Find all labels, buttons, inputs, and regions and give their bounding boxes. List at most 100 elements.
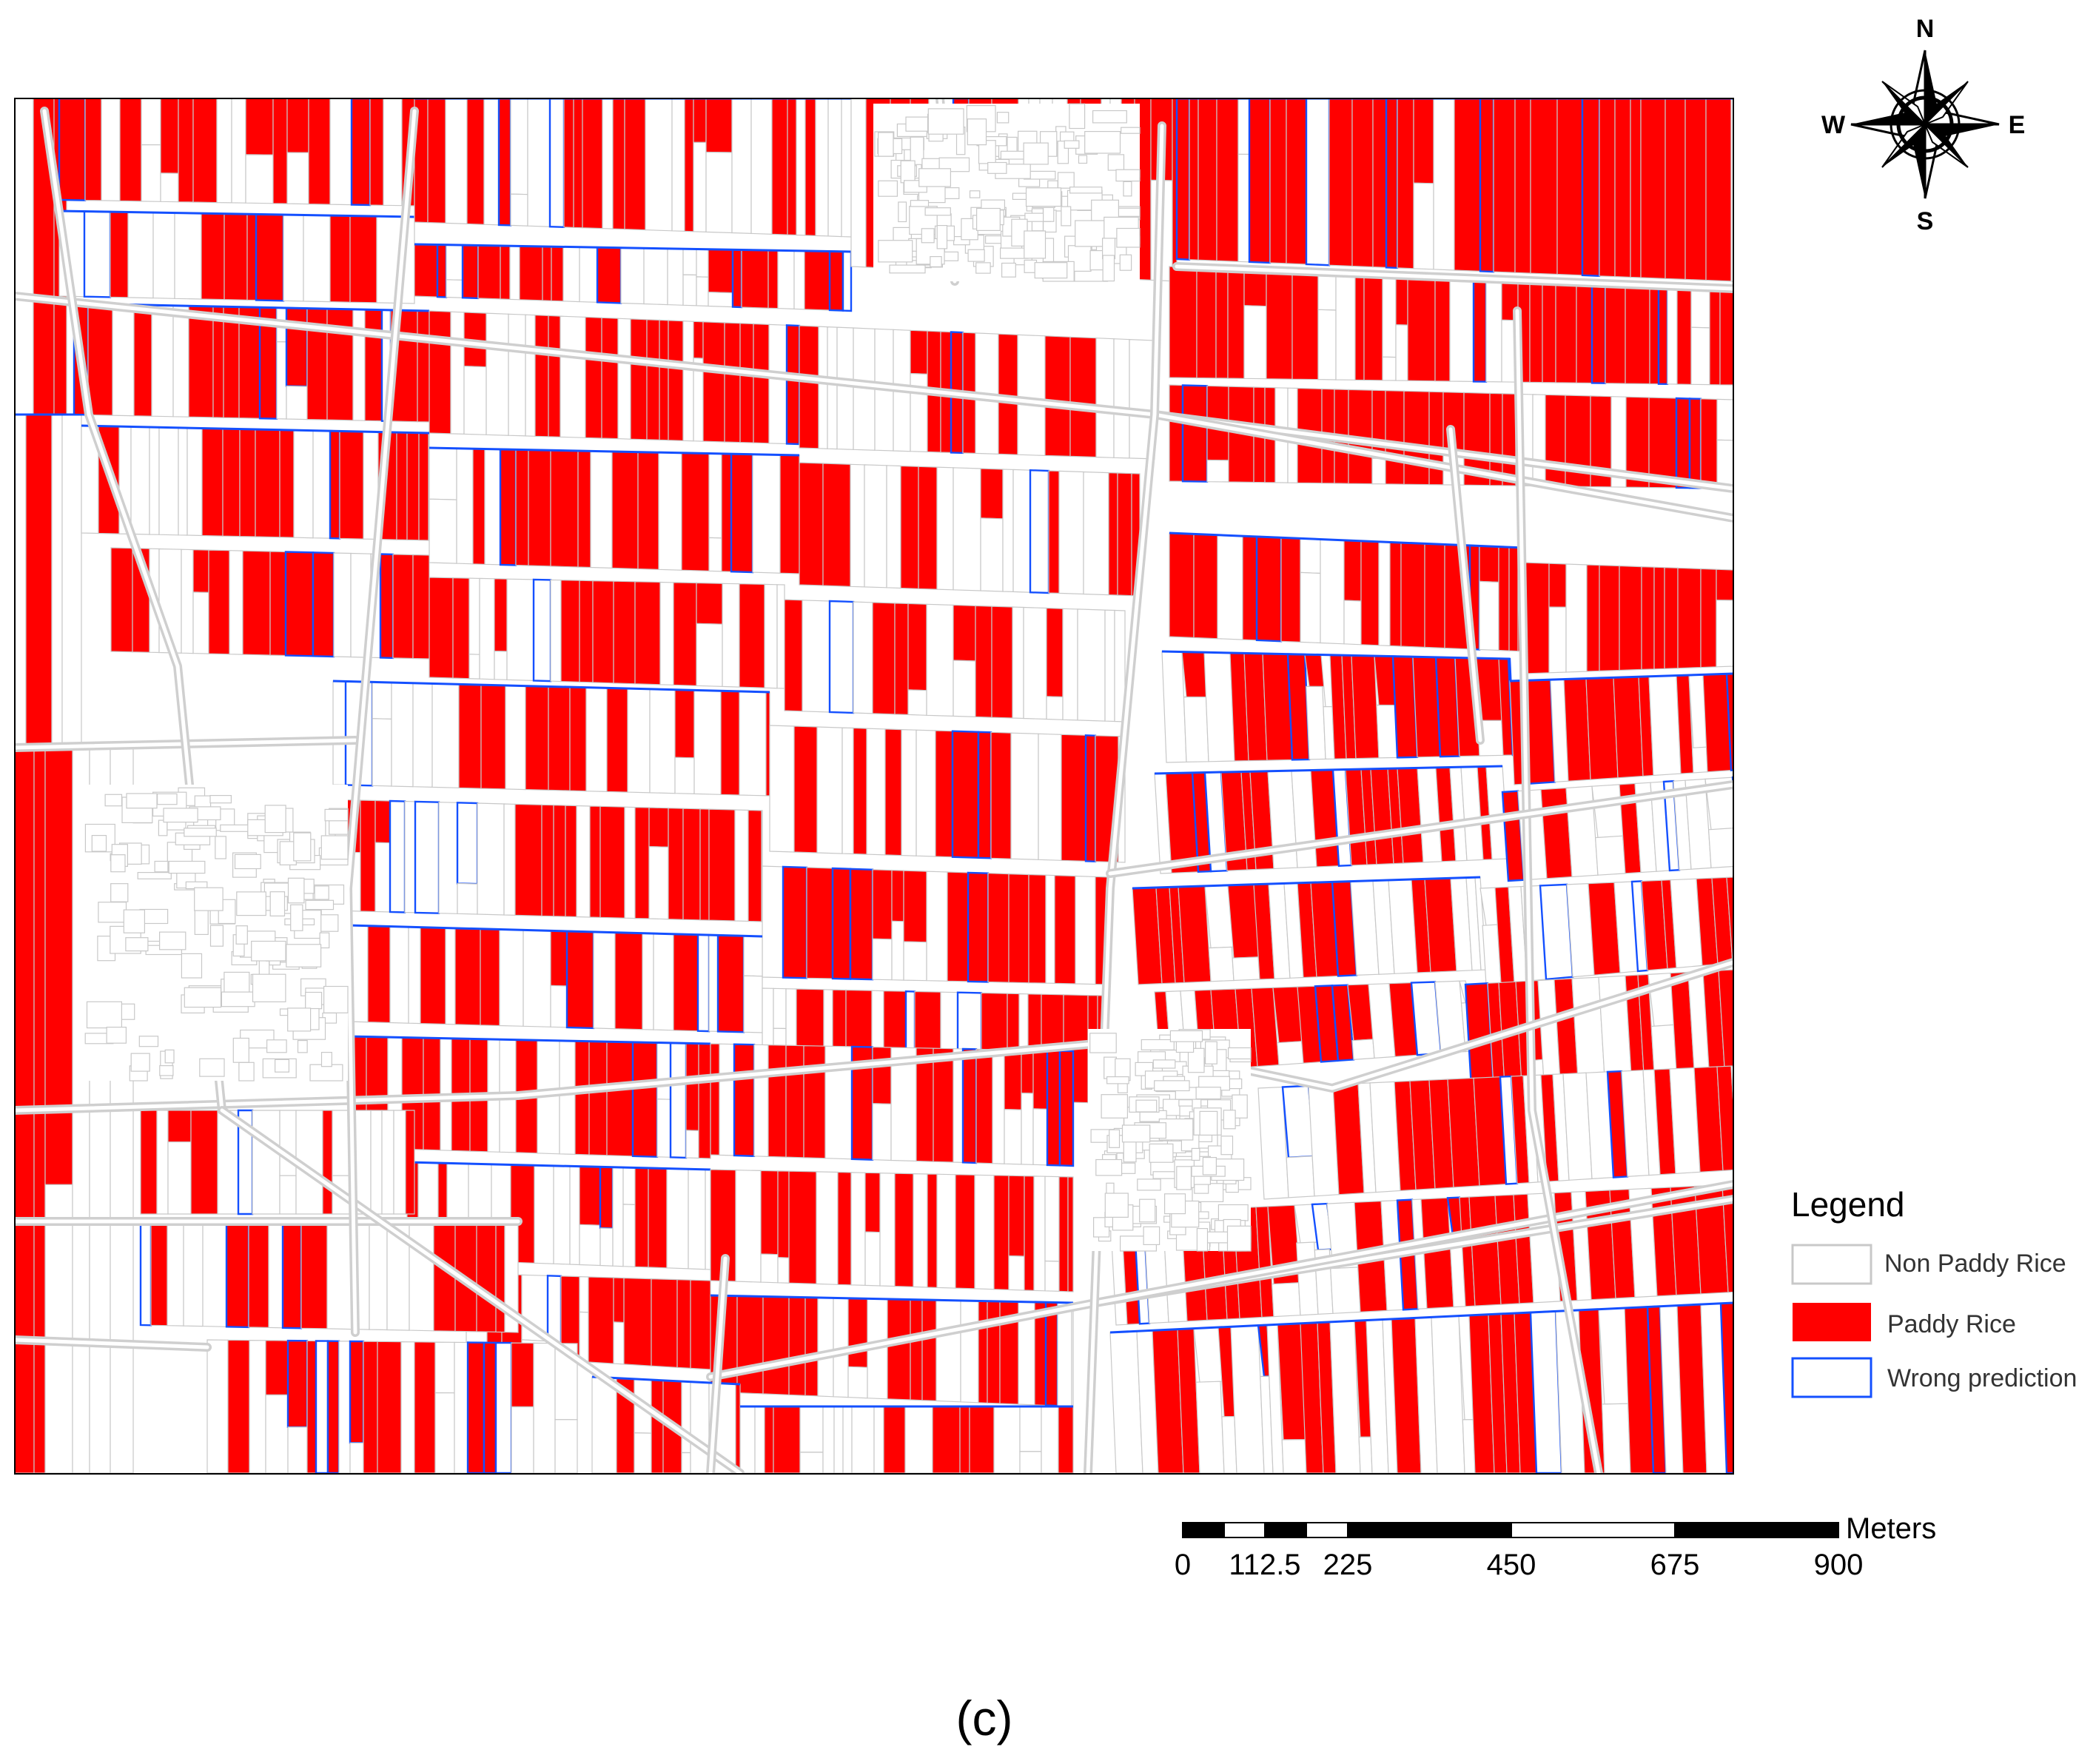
paddy-parcel [847, 1298, 868, 1368]
paddy-parcel [1472, 277, 1488, 383]
building-lot [1121, 127, 1141, 134]
non-paddy-parcel [499, 928, 524, 1027]
building-lot [878, 180, 898, 197]
building-lot [158, 819, 168, 836]
non-paddy-parcel [265, 1394, 289, 1474]
scale-bar-segment [1264, 1522, 1307, 1538]
paddy-parcel [1329, 98, 1353, 267]
building-lot [1141, 1039, 1175, 1050]
paddy-parcel [777, 1170, 790, 1258]
paddy-parcel [1524, 562, 1550, 674]
non-paddy-parcel [1044, 1260, 1060, 1292]
wrong-prediction-boundary [347, 924, 763, 938]
building-lot [323, 985, 349, 1013]
paddy-parcel [255, 213, 285, 302]
non-paddy-parcel [1300, 571, 1321, 644]
paddy-parcel [611, 451, 639, 570]
non-paddy-parcel [1232, 956, 1260, 982]
non-paddy-parcel [754, 1406, 765, 1474]
paddy-parcel [285, 306, 309, 388]
non-paddy-parcel [503, 803, 516, 916]
paddy-parcel [991, 606, 1013, 719]
non-paddy-parcel [127, 211, 154, 299]
paddy-parcel [1502, 393, 1516, 486]
building-lot [194, 795, 212, 808]
non-paddy-parcel [1012, 469, 1031, 593]
building-lot [184, 828, 217, 837]
building-lot [1162, 1099, 1180, 1116]
non-paddy-parcel [735, 1170, 762, 1283]
non-paddy-parcel [338, 1341, 351, 1474]
paddy-parcel [25, 414, 53, 748]
non-paddy-parcel [160, 172, 179, 203]
non-paddy-parcel [658, 452, 682, 571]
paddy-parcel [192, 98, 218, 204]
wrong-prediction-boundary [1509, 672, 1733, 683]
non-paddy-parcel [953, 1048, 964, 1164]
non-paddy-parcel [178, 427, 188, 536]
paddy-parcel [887, 1298, 911, 1401]
paddy-parcel [788, 1170, 817, 1285]
paddy-parcel [483, 1341, 497, 1474]
paddy-parcel [406, 432, 420, 541]
non-paddy-parcel [112, 303, 135, 417]
paddy-parcel [1004, 1049, 1022, 1110]
paddy-parcel [569, 686, 587, 792]
paddy-parcel [349, 215, 377, 303]
non-paddy-parcel [1306, 685, 1326, 760]
building-lot [221, 991, 255, 1007]
non-paddy-parcel [1286, 1156, 1315, 1198]
road-centerline [15, 1338, 209, 1349]
paddy-parcel [822, 463, 851, 587]
non-paddy-parcel [722, 583, 740, 688]
paddy-parcel [921, 1299, 937, 1402]
non-paddy-parcel [477, 802, 505, 916]
scale-tick-label: 0 [1175, 1549, 1191, 1581]
paddy-parcel [1269, 98, 1287, 264]
paddy-parcel [788, 1296, 806, 1396]
paddy-parcel [534, 315, 549, 437]
non-paddy-parcel [617, 318, 631, 440]
non-paddy-parcel [769, 725, 795, 853]
paddy-parcel [891, 869, 904, 922]
paddy-parcel [119, 98, 142, 202]
compass-north-label: N [1916, 15, 1935, 43]
building-lot [1001, 262, 1016, 278]
paddy-parcel [803, 1044, 826, 1159]
non-paddy-parcel [993, 1406, 1021, 1474]
non-paddy-parcel [836, 326, 854, 450]
non-paddy-parcel [776, 584, 785, 689]
non-paddy-parcel [352, 309, 366, 421]
non-paddy-parcel [1004, 1108, 1022, 1165]
non-paddy-parcel [1479, 580, 1499, 651]
paddy-parcel [1048, 470, 1060, 594]
paddy-parcel [805, 98, 816, 237]
non-paddy-parcel [1485, 278, 1502, 383]
non-paddy-parcel [891, 920, 904, 981]
non-paddy-parcel [1716, 398, 1733, 441]
non-paddy-parcel [1206, 459, 1229, 483]
non-paddy-parcel [468, 577, 480, 655]
building-lot [319, 932, 330, 949]
non-paddy-parcel [593, 931, 616, 1030]
paddy-parcel [1216, 98, 1239, 262]
building-lot [1089, 1033, 1117, 1053]
paddy-parcel [1613, 676, 1644, 779]
paddy-parcel [245, 98, 274, 155]
legend: Legend Non Paddy Rice Paddy Rice Wrong p… [1791, 1185, 2077, 1398]
paddy-parcel [1479, 545, 1499, 583]
paddy-parcel [480, 684, 506, 790]
paddy-parcel [269, 551, 286, 657]
paddy-parcel [739, 583, 765, 688]
non-paddy-parcel [83, 210, 112, 298]
road-centerline [1515, 309, 1601, 1474]
building-lot [110, 883, 129, 902]
non-paddy-parcel [827, 98, 842, 238]
scale-bar-unit: Meters [1846, 1512, 1936, 1545]
paddy-parcel [1542, 281, 1556, 383]
paddy-parcel [720, 690, 740, 796]
paddy-parcel [710, 1043, 720, 1156]
non-paddy-parcel [696, 248, 709, 278]
building-lot [1154, 1080, 1190, 1092]
building-lot [1187, 1047, 1205, 1073]
